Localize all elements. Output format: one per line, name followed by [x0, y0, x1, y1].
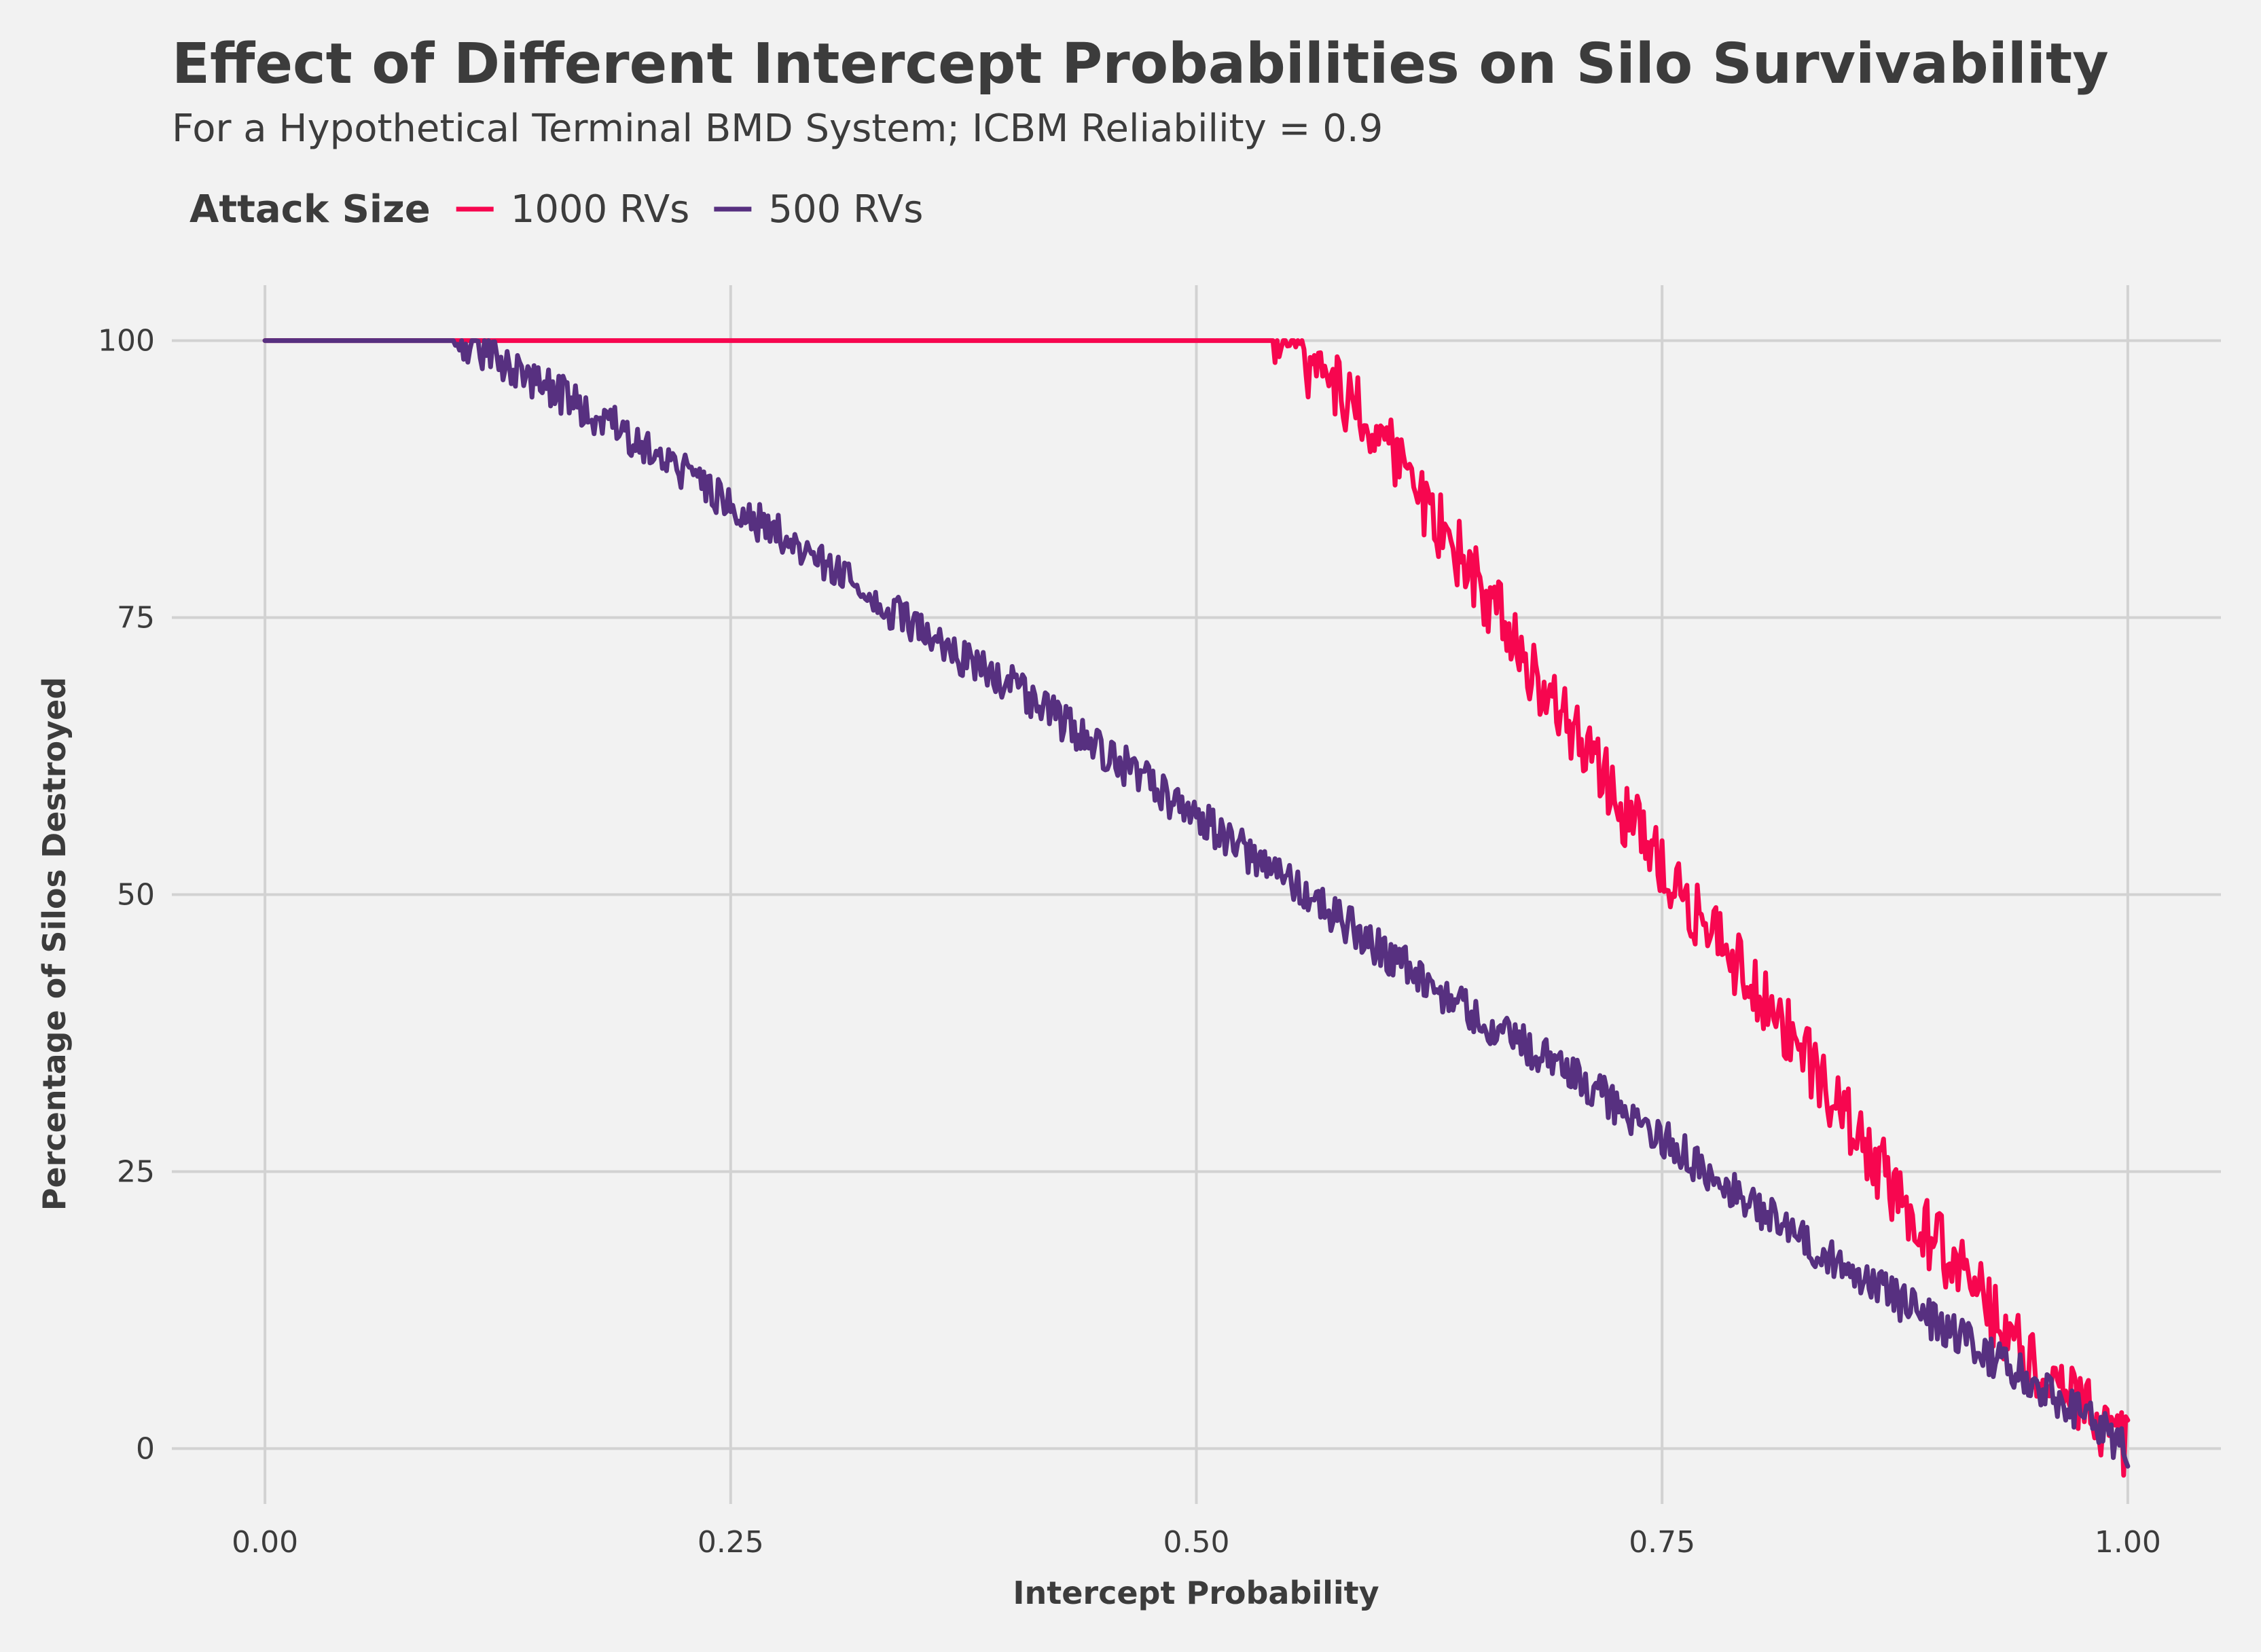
x-tick-label: 0.00 [232, 1525, 298, 1560]
y-tick-label: 50 [117, 878, 155, 913]
legend: Attack Size 1000 RVs 500 RVs [189, 187, 923, 232]
axes: 0.00 0.25 0.50 0.75 1.00 0 25 50 75 100 [98, 324, 2161, 1560]
x-tick-label: 0.75 [1629, 1525, 1695, 1560]
y-tick-label: 25 [117, 1154, 155, 1189]
x-axis-label: Intercept Probability [1013, 1575, 1379, 1611]
y-axis-label: Percentage of Silos Destroyed [36, 677, 73, 1211]
x-tick-label: 1.00 [2095, 1525, 2161, 1560]
grid [172, 285, 2221, 1504]
legend-label-500-rvs: 500 RVs [768, 187, 923, 232]
x-tick-label: 0.25 [698, 1525, 764, 1560]
y-tick-label: 75 [117, 601, 155, 636]
legend-title: Attack Size [189, 187, 431, 232]
chart-title: Effect of Different Intercept Probabilit… [172, 32, 2109, 96]
legend-label-1000-rvs: 1000 RVs [511, 187, 690, 232]
y-tick-label: 100 [98, 324, 155, 359]
chart-subtitle: For a Hypothetical Terminal BMD System; … [172, 107, 1383, 151]
plot-area [262, 338, 2131, 1478]
series-line-1000-rvs [262, 338, 2131, 1478]
series-line-500-rvs [262, 338, 2131, 1469]
x-tick-label: 0.50 [1163, 1525, 1230, 1560]
y-tick-label: 0 [136, 1431, 155, 1466]
